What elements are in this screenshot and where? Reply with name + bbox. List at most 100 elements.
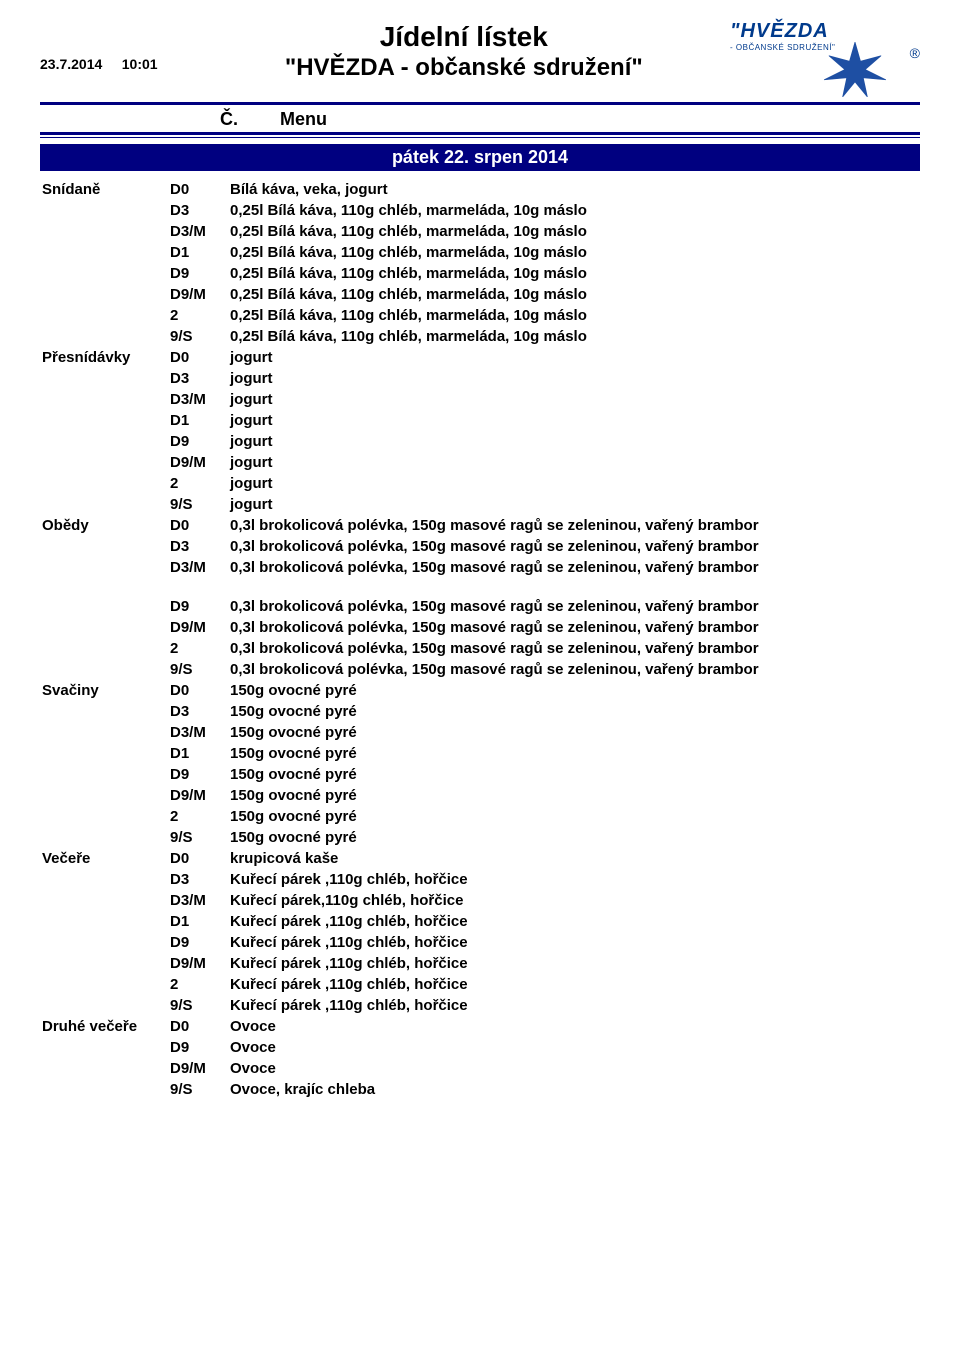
col-header-menu: Menu — [280, 109, 327, 130]
section-label — [40, 452, 170, 473]
menu-row: D9/MOvoce — [40, 1058, 920, 1079]
menu-row: ObědyD00,3l brokolicová polévka, 150g ma… — [40, 515, 920, 536]
section-label — [40, 1079, 170, 1100]
menu-row: D30,3l brokolicová polévka, 150g masové … — [40, 536, 920, 557]
menu-row: D3/M0,25l Bílá káva, 110g chléb, marmelá… — [40, 221, 920, 242]
page: 23.7.2014 10:01 Jídelní lístek "HVĚZDA -… — [0, 0, 960, 1120]
menu-description: Ovoce, krajíc chleba — [230, 1079, 920, 1100]
menu-row: 2jogurt — [40, 473, 920, 494]
section-label — [40, 890, 170, 911]
diet-code: 2 — [170, 974, 230, 995]
menu-description: 150g ovocné pyré — [230, 701, 920, 722]
menu-row: 20,3l brokolicová polévka, 150g masové r… — [40, 638, 920, 659]
diet-code: D3/M — [170, 890, 230, 911]
menu-row: 2Kuřecí párek ,110g chléb, hořčice — [40, 974, 920, 995]
diet-code: D9 — [170, 596, 230, 617]
section-label — [40, 638, 170, 659]
menu-description: jogurt — [230, 389, 920, 410]
print-date-time: 23.7.2014 10:01 — [40, 56, 158, 82]
section-label — [40, 284, 170, 305]
diet-code: 9/S — [170, 659, 230, 680]
menu-row: D9150g ovocné pyré — [40, 764, 920, 785]
section-label — [40, 827, 170, 848]
menu-description: Bílá káva, veka, jogurt — [230, 179, 920, 200]
section-label: Večeře — [40, 848, 170, 869]
diet-code: D9/M — [170, 617, 230, 638]
section-label — [40, 389, 170, 410]
menu-row: SvačinyD0150g ovocné pyré — [40, 680, 920, 701]
col-header-code: Č. — [220, 109, 280, 130]
section-label — [40, 431, 170, 452]
diet-code: D3/M — [170, 722, 230, 743]
menu-row: D9/M150g ovocné pyré — [40, 785, 920, 806]
section-label — [40, 722, 170, 743]
menu-row: D3Kuřecí párek ,110g chléb, hořčice — [40, 869, 920, 890]
menu-description: 0,25l Bílá káva, 110g chléb, marmeláda, … — [230, 284, 920, 305]
logo: "HVĚZDA - OBČANSKÉ SDRUŽENÍ" ® — [730, 20, 920, 100]
menu-description: 150g ovocné pyré — [230, 722, 920, 743]
section-label — [40, 701, 170, 722]
diet-code: 2 — [170, 305, 230, 326]
menu-row: 9/SKuřecí párek ,110g chléb, hořčice — [40, 995, 920, 1016]
menu-description: Kuřecí párek ,110g chléb, hořčice — [230, 869, 920, 890]
diet-code: D3 — [170, 869, 230, 890]
menu-row: 9/Sjogurt — [40, 494, 920, 515]
diet-code: 9/S — [170, 494, 230, 515]
menu-row: PřesnídávkyD0jogurt — [40, 347, 920, 368]
diet-code: D1 — [170, 242, 230, 263]
menu-description: 0,25l Bílá káva, 110g chléb, marmeláda, … — [230, 200, 920, 221]
diet-code: D0 — [170, 1016, 230, 1037]
menu-description: 150g ovocné pyré — [230, 743, 920, 764]
star-icon — [820, 42, 890, 97]
section-label — [40, 764, 170, 785]
menu-description: 150g ovocné pyré — [230, 764, 920, 785]
divider-top-thick — [40, 102, 920, 105]
menu-description: 0,25l Bílá káva, 110g chléb, marmeláda, … — [230, 263, 920, 284]
menu-description: 0,25l Bílá káva, 110g chléb, marmeláda, … — [230, 305, 920, 326]
section-label — [40, 410, 170, 431]
section-label — [40, 659, 170, 680]
diet-code: D0 — [170, 848, 230, 869]
logo-text-main: "HVĚZDA — [730, 20, 920, 43]
section-label — [40, 494, 170, 515]
section-label — [40, 557, 170, 578]
menu-description: jogurt — [230, 410, 920, 431]
section-label — [40, 911, 170, 932]
menu-table: SnídaněD0Bílá káva, veka, jogurtD30,25l … — [40, 179, 920, 1100]
menu-description: krupicová kaše — [230, 848, 920, 869]
diet-code: D1 — [170, 743, 230, 764]
menu-description: Kuřecí párek ,110g chléb, hořčice — [230, 911, 920, 932]
diet-code: D3/M — [170, 389, 230, 410]
menu-description: 150g ovocné pyré — [230, 785, 920, 806]
menu-row: D3/M150g ovocné pyré — [40, 722, 920, 743]
menu-row: Druhé večeřeD0Ovoce — [40, 1016, 920, 1037]
diet-code: D9 — [170, 764, 230, 785]
menu-description: jogurt — [230, 347, 920, 368]
menu-description: 0,3l brokolicová polévka, 150g masové ra… — [230, 617, 920, 638]
section-label — [40, 1058, 170, 1079]
diet-code: 9/S — [170, 827, 230, 848]
diet-code: D0 — [170, 515, 230, 536]
menu-row: D90,25l Bílá káva, 110g chléb, marmeláda… — [40, 263, 920, 284]
section-label — [40, 221, 170, 242]
section-label — [40, 242, 170, 263]
section-label — [40, 305, 170, 326]
menu-description: jogurt — [230, 368, 920, 389]
menu-row: D1150g ovocné pyré — [40, 743, 920, 764]
diet-code: D3/M — [170, 221, 230, 242]
diet-code: 9/S — [170, 326, 230, 347]
menu-description: 0,3l brokolicová polévka, 150g masové ra… — [230, 596, 920, 617]
title-line2: "HVĚZDA - občanské sdružení" — [198, 54, 730, 82]
diet-code: D9/M — [170, 284, 230, 305]
menu-description: jogurt — [230, 473, 920, 494]
menu-description: 0,3l brokolicová polévka, 150g masové ra… — [230, 557, 920, 578]
menu-description: 0,25l Bílá káva, 110g chléb, marmeláda, … — [230, 221, 920, 242]
section-label — [40, 200, 170, 221]
menu-row: 9/S0,3l brokolicová polévka, 150g masové… — [40, 659, 920, 680]
diet-code: D9/M — [170, 953, 230, 974]
section-label — [40, 326, 170, 347]
section-label — [40, 536, 170, 557]
menu-description: 0,3l brokolicová polévka, 150g masové ra… — [230, 515, 920, 536]
menu-description: jogurt — [230, 431, 920, 452]
diet-code: D9/M — [170, 1058, 230, 1079]
